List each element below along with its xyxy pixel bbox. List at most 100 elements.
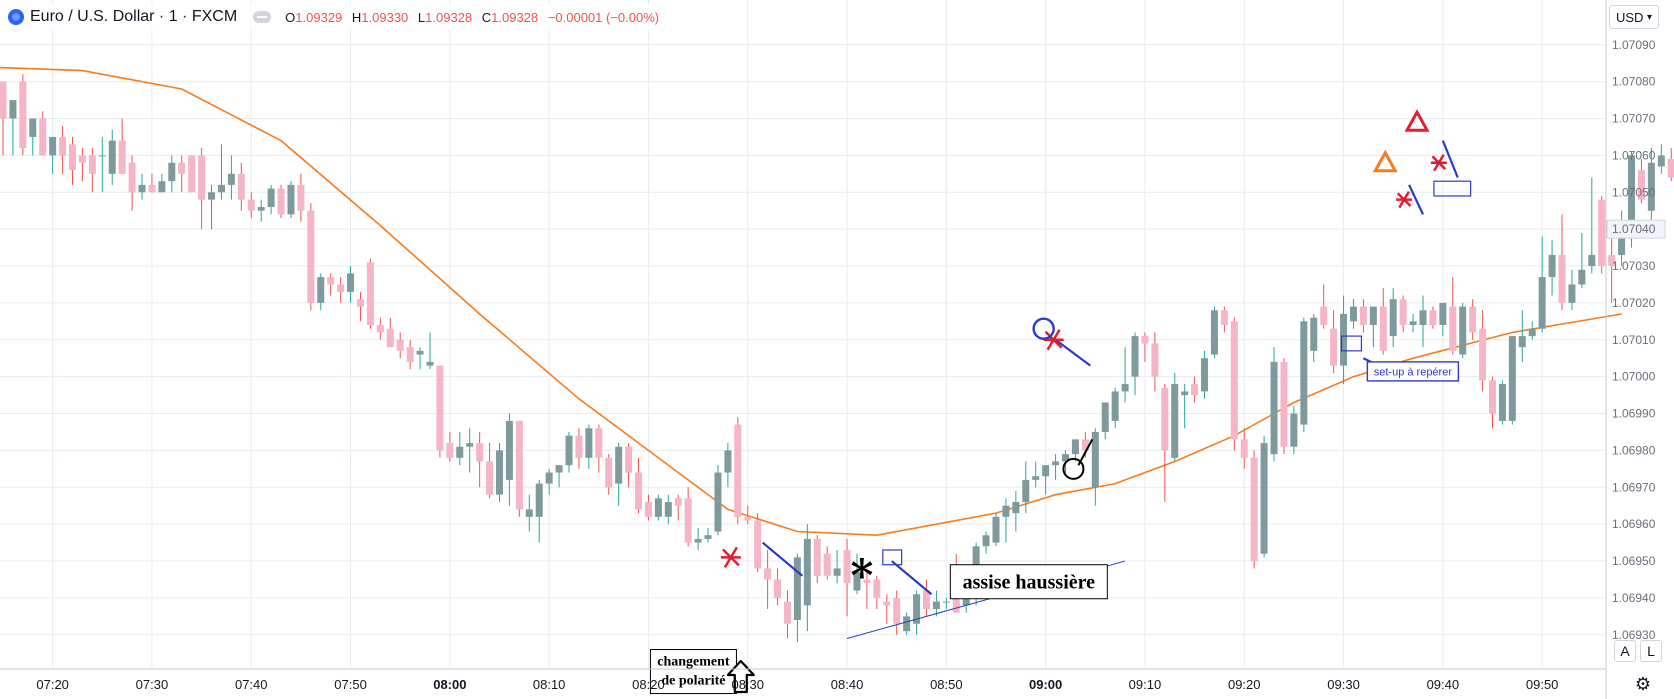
candle bbox=[893, 590, 901, 635]
currency-dropdown[interactable]: USD ▾ bbox=[1609, 5, 1659, 29]
candle bbox=[754, 513, 762, 573]
candle bbox=[883, 594, 891, 624]
candle bbox=[69, 136, 77, 185]
candle bbox=[1498, 380, 1506, 425]
candle bbox=[307, 203, 315, 311]
high-value: 1.09330 bbox=[361, 9, 409, 25]
candle-body bbox=[1161, 387, 1169, 451]
candle bbox=[1459, 302, 1467, 359]
price-tick-label: 1.06930 bbox=[1612, 628, 1656, 642]
candle bbox=[932, 590, 940, 617]
candle bbox=[545, 468, 553, 495]
candle bbox=[1389, 288, 1397, 348]
price-tick-label: 1.07020 bbox=[1612, 296, 1656, 310]
price-tick-label: 1.07080 bbox=[1612, 75, 1656, 89]
candle bbox=[704, 527, 712, 543]
candle bbox=[783, 590, 791, 639]
candle bbox=[555, 465, 563, 488]
chevron-down-icon: ▾ bbox=[1646, 12, 1652, 23]
candle-body bbox=[724, 450, 732, 473]
candle bbox=[1449, 277, 1457, 355]
candle bbox=[1588, 177, 1596, 274]
candle-body bbox=[1320, 306, 1328, 326]
candle bbox=[1121, 347, 1129, 403]
price-tick-label: 1.07070 bbox=[1612, 112, 1656, 126]
red-cross-mark bbox=[1043, 329, 1064, 351]
candle bbox=[1210, 306, 1218, 359]
candle-body bbox=[1111, 391, 1119, 421]
candle-body bbox=[664, 502, 672, 517]
candle bbox=[1369, 306, 1377, 348]
candle bbox=[1558, 214, 1566, 311]
candle bbox=[59, 125, 67, 174]
cross-stroke bbox=[1433, 154, 1445, 172]
candle-body bbox=[1479, 328, 1487, 381]
candle bbox=[386, 317, 394, 348]
candle-body bbox=[188, 155, 196, 193]
candle-body bbox=[1558, 254, 1566, 303]
symbol-title[interactable]: Euro / U.S. Dollar · 1 · FXCM bbox=[30, 8, 238, 25]
candle bbox=[0, 81, 7, 156]
candle bbox=[654, 494, 662, 521]
hide-legend-icon[interactable] bbox=[253, 11, 272, 23]
close-value: 1.09328 bbox=[491, 9, 539, 25]
candle bbox=[1002, 498, 1010, 543]
candle bbox=[664, 494, 672, 525]
candle-body bbox=[1141, 336, 1149, 344]
gear-icon[interactable]: ⚙ bbox=[1634, 673, 1652, 694]
candle bbox=[1151, 332, 1159, 392]
auto-scale-button[interactable]: A bbox=[1614, 640, 1636, 662]
candle bbox=[1399, 295, 1407, 333]
time-tick-label: 09:30 bbox=[1327, 677, 1360, 692]
candle-body bbox=[128, 162, 136, 193]
price-tick-label: 1.07030 bbox=[1612, 259, 1656, 273]
candle bbox=[853, 553, 861, 595]
candle-body bbox=[694, 538, 702, 543]
polarity-callout-text: changement bbox=[657, 655, 730, 670]
candle-body bbox=[217, 184, 225, 193]
candle bbox=[426, 332, 434, 370]
candle-body bbox=[1637, 170, 1645, 200]
candle bbox=[922, 579, 930, 617]
candle bbox=[347, 266, 355, 303]
candle-body bbox=[813, 538, 821, 576]
candle-body bbox=[1131, 336, 1139, 377]
log-scale-button[interactable]: L bbox=[1640, 640, 1662, 662]
candle bbox=[327, 273, 335, 296]
candle-body bbox=[635, 472, 643, 510]
candle-body bbox=[376, 325, 384, 333]
candle bbox=[1409, 313, 1417, 333]
candle bbox=[803, 524, 811, 632]
currency-label: USD bbox=[1616, 9, 1644, 25]
time-tick-label: 08:10 bbox=[533, 677, 566, 692]
candle-body bbox=[793, 557, 801, 621]
candle-body bbox=[525, 509, 533, 517]
candle bbox=[535, 479, 543, 543]
red-cross-mark bbox=[720, 546, 741, 569]
candle-body bbox=[406, 347, 414, 362]
candle-body bbox=[1469, 306, 1477, 333]
candle bbox=[625, 443, 633, 488]
candle bbox=[108, 129, 116, 185]
price-tick-label: 1.06980 bbox=[1612, 443, 1656, 457]
candle-body bbox=[267, 188, 275, 208]
candle-body bbox=[1171, 384, 1179, 458]
candle bbox=[128, 155, 136, 211]
low-value: 1.09328 bbox=[425, 9, 473, 25]
candle bbox=[1111, 387, 1119, 429]
candle-body bbox=[913, 594, 921, 624]
price-tick-label: 1.06940 bbox=[1612, 591, 1656, 605]
candle bbox=[585, 424, 593, 469]
candle-body bbox=[39, 118, 47, 156]
candle-body bbox=[158, 181, 166, 193]
candle bbox=[1032, 461, 1040, 488]
price-tick-label: 1.06990 bbox=[1612, 407, 1656, 421]
candle-body bbox=[1439, 302, 1447, 326]
candlestick-series bbox=[0, 74, 1674, 643]
candle bbox=[356, 291, 364, 322]
candle bbox=[476, 431, 484, 488]
candle-body bbox=[644, 502, 652, 517]
candle-body bbox=[1449, 306, 1457, 351]
